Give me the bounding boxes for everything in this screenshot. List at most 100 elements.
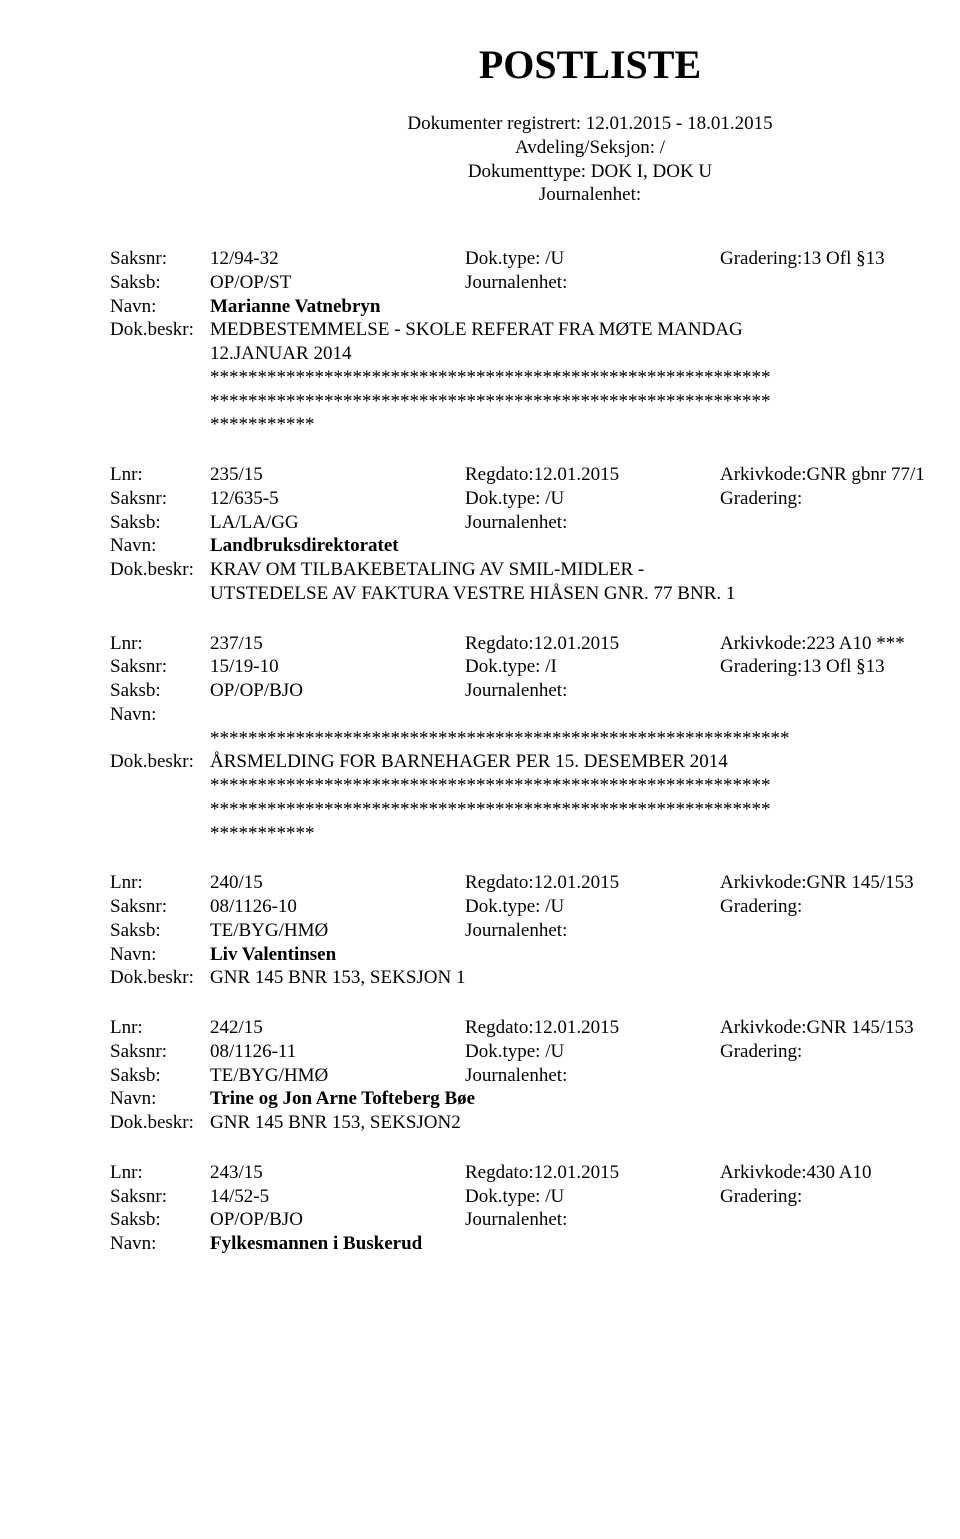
label-dokbeskr: Dok.beskr:	[110, 750, 210, 774]
gradering-value: Gradering:	[720, 1185, 960, 1209]
saksb-value: OP/OP/BJO	[210, 679, 465, 703]
jenhet-value: Journalenhet:	[465, 511, 960, 535]
navn-value: Trine og Jon Arne Tofteberg Bøe	[210, 1087, 960, 1111]
label-navn: Navn:	[110, 1232, 210, 1256]
label-lnr: Lnr:	[110, 632, 210, 656]
dokbeskr-line: KRAV OM TILBAKEBETALING AV SMIL-MIDLER -	[210, 558, 960, 582]
doktype-value: Dok.type: /U	[465, 895, 720, 919]
regdato-value: Regdato:12.01.2015	[465, 871, 720, 895]
arkivkode-value: Arkivkode:GNR gbnr 77/1	[720, 463, 960, 487]
label-dokbeskr: Dok.beskr:	[110, 966, 210, 990]
arkivkode-value: Arkivkode:430 A10	[720, 1161, 960, 1185]
dokbeskr-line: UTSTEDELSE AV FAKTURA VESTRE HIÅSEN GNR.…	[210, 582, 960, 606]
jenhet-value: Journalenhet:	[465, 1208, 960, 1232]
label-saksnr: Saksnr:	[110, 1040, 210, 1064]
label-dokbeskr: Dok.beskr:	[110, 558, 210, 582]
label-dokbeskr: Dok.beskr:	[110, 318, 210, 342]
label-saksb: Saksb:	[110, 511, 210, 535]
label-saksnr: Saksnr:	[110, 655, 210, 679]
separator-stars: ****************************************…	[210, 774, 960, 798]
navn-value	[210, 703, 960, 727]
dokbeskr-line: MEDBESTEMMELSE - SKOLE REFERAT FRA MØTE …	[210, 318, 960, 342]
doktype-value: Dok.type: /U	[465, 487, 720, 511]
page-title: POSTLISTE	[110, 40, 960, 90]
journal-entry: Lnr: 242/15 Regdato:12.01.2015 Arkivkode…	[110, 1016, 960, 1135]
doktype-value: Dok.type: /U	[465, 1040, 720, 1064]
arkivkode-value: Arkivkode:223 A10 ***	[720, 632, 960, 656]
gradering-value: Gradering:13 Ofl §13	[720, 655, 960, 679]
navn-value: Fylkesmannen i Buskerud	[210, 1232, 960, 1256]
saksb-value: OP/OP/BJO	[210, 1208, 465, 1232]
header-block: Dokumenter registrert: 12.01.2015 - 18.0…	[110, 112, 960, 207]
label-lnr: Lnr:	[110, 1161, 210, 1185]
label-saksnr: Saksnr:	[110, 247, 210, 271]
navn-value: Liv Valentinsen	[210, 943, 960, 967]
dokbeskr-line: ÅRSMELDING FOR BARNEHAGER PER 15. DESEMB…	[210, 750, 960, 774]
label-dokbeskr: Dok.beskr:	[110, 1111, 210, 1135]
saksb-value: TE/BYG/HMØ	[210, 919, 465, 943]
regdato-value: Regdato:12.01.2015	[465, 463, 720, 487]
saksnr-value: 08/1126-11	[210, 1040, 465, 1064]
label-saksnr: Saksnr:	[110, 895, 210, 919]
jenhet-value: Journalenhet:	[465, 1064, 960, 1088]
gradering-value: Gradering:	[720, 487, 960, 511]
saksnr-value: 12/94-32	[210, 247, 465, 271]
lnr-value: 243/15	[210, 1161, 465, 1185]
label-lnr: Lnr:	[110, 1016, 210, 1040]
label-saksb: Saksb:	[110, 271, 210, 295]
doktype-value: Dok.type: /U	[465, 1185, 720, 1209]
separator-stars: ***********	[210, 413, 960, 437]
gradering-value: Gradering:	[720, 1040, 960, 1064]
journal-entry: Lnr: 237/15 Regdato:12.01.2015 Arkivkode…	[110, 632, 960, 846]
separator-stars: ****************************************…	[210, 798, 960, 822]
gradering-value: Gradering:	[720, 895, 960, 919]
journal-entry: Lnr: 235/15 Regdato:12.01.2015 Arkivkode…	[110, 463, 960, 606]
saksnr-value: 12/635-5	[210, 487, 465, 511]
dokbeskr-line: 12.JANUAR 2014	[210, 342, 960, 366]
separator-stars: ****************************************…	[210, 727, 960, 751]
regdato-value: Regdato:12.01.2015	[465, 1016, 720, 1040]
gradering-value: Gradering:13 Ofl §13	[720, 247, 960, 271]
label-saksb: Saksb:	[110, 1208, 210, 1232]
label-lnr: Lnr:	[110, 463, 210, 487]
label-saksnr: Saksnr:	[110, 487, 210, 511]
saksb-value: OP/OP/ST	[210, 271, 465, 295]
label-navn: Navn:	[110, 1087, 210, 1111]
header-line-1: Dokumenter registrert: 12.01.2015 - 18.0…	[110, 112, 960, 136]
separator-stars: ***********	[210, 822, 960, 846]
lnr-value: 235/15	[210, 463, 465, 487]
header-line-2: Avdeling/Seksjon: /	[110, 136, 960, 160]
saksb-value: LA/LA/GG	[210, 511, 465, 535]
doktype-value: Dok.type: /U	[465, 247, 720, 271]
label-navn: Navn:	[110, 703, 210, 727]
saksnr-value: 14/52-5	[210, 1185, 465, 1209]
navn-value: Landbruksdirektoratet	[210, 534, 960, 558]
label-lnr: Lnr:	[110, 871, 210, 895]
label-navn: Navn:	[110, 534, 210, 558]
header-line-3: Dokumenttype: DOK I, DOK U	[110, 160, 960, 184]
saksnr-value: 08/1126-10	[210, 895, 465, 919]
regdato-value: Regdato:12.01.2015	[465, 1161, 720, 1185]
header-line-4: Journalenhet:	[110, 183, 960, 207]
label-saksnr: Saksnr:	[110, 1185, 210, 1209]
arkivkode-value: Arkivkode:GNR 145/153	[720, 1016, 960, 1040]
journal-entry: Saksnr: 12/94-32 Dok.type: /U Gradering:…	[110, 247, 960, 437]
separator-stars: ****************************************…	[210, 390, 960, 414]
journal-entry: Lnr: 240/15 Regdato:12.01.2015 Arkivkode…	[110, 871, 960, 990]
doktype-value: Dok.type: /I	[465, 655, 720, 679]
separator-stars: ****************************************…	[210, 366, 960, 390]
label-saksb: Saksb:	[110, 679, 210, 703]
label-saksb: Saksb:	[110, 1064, 210, 1088]
jenhet-value: Journalenhet:	[465, 679, 960, 703]
label-navn: Navn:	[110, 295, 210, 319]
label-navn: Navn:	[110, 943, 210, 967]
lnr-value: 242/15	[210, 1016, 465, 1040]
regdato-value: Regdato:12.01.2015	[465, 632, 720, 656]
arkivkode-value: Arkivkode:GNR 145/153	[720, 871, 960, 895]
saksb-value: TE/BYG/HMØ	[210, 1064, 465, 1088]
jenhet-value: Journalenhet:	[465, 919, 960, 943]
lnr-value: 237/15	[210, 632, 465, 656]
label-saksb: Saksb:	[110, 919, 210, 943]
dokbeskr-line: GNR 145 BNR 153, SEKSJON2	[210, 1111, 960, 1135]
navn-value: Marianne Vatnebryn	[210, 295, 960, 319]
